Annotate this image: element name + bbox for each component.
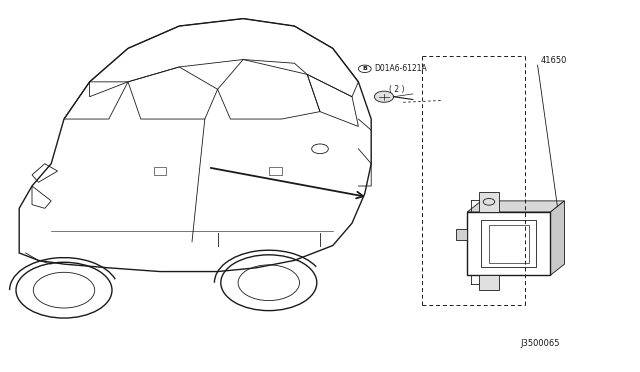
Text: D01A6-6121A: D01A6-6121A — [374, 64, 427, 73]
Polygon shape — [550, 201, 564, 275]
Bar — [467, 212, 550, 275]
Text: 41650: 41650 — [541, 56, 567, 65]
Text: J3500065: J3500065 — [520, 339, 560, 348]
Polygon shape — [467, 201, 564, 212]
Polygon shape — [479, 275, 499, 290]
Bar — [481, 220, 536, 267]
Bar — [456, 229, 467, 240]
Text: B: B — [362, 66, 367, 71]
Polygon shape — [479, 192, 499, 212]
Text: ( 2 ): ( 2 ) — [389, 85, 404, 94]
Bar — [489, 225, 529, 263]
Circle shape — [374, 91, 394, 102]
